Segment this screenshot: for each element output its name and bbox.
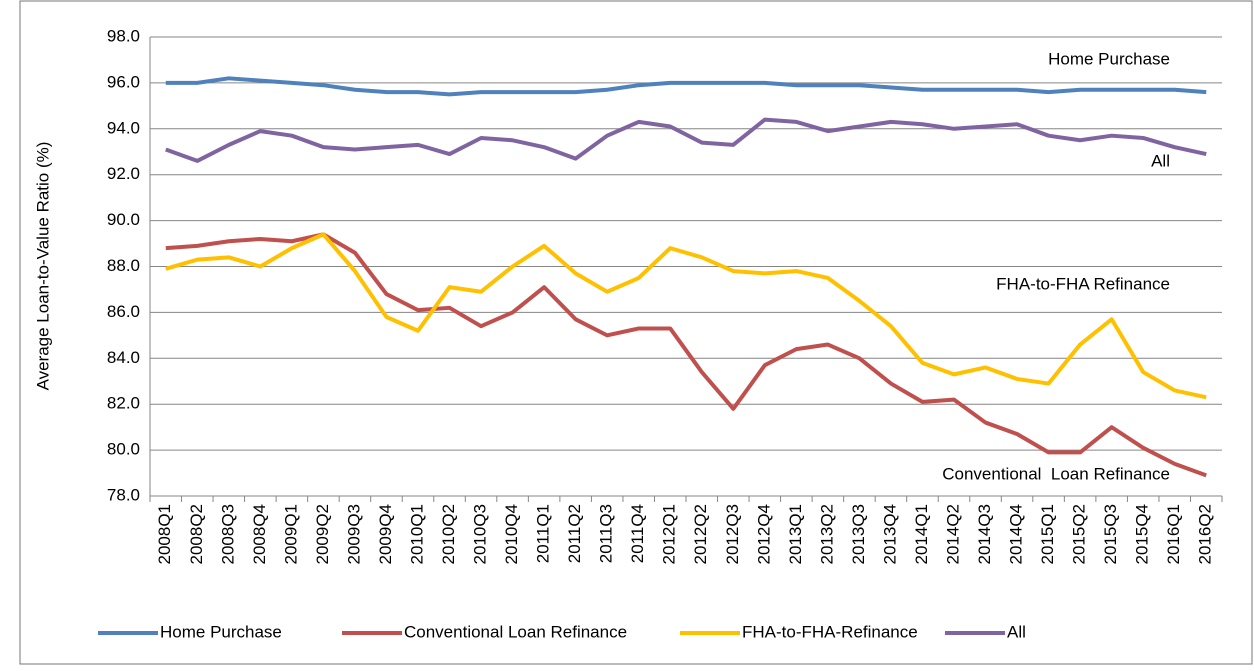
y-tick-label: 84.0 bbox=[107, 348, 140, 367]
x-tick-label: 2008Q1 bbox=[155, 504, 174, 565]
x-tick-label: 2009Q2 bbox=[313, 504, 332, 565]
x-tick-label: 2012Q1 bbox=[660, 504, 679, 565]
x-tick-label: 2012Q4 bbox=[754, 504, 773, 565]
series-line bbox=[165, 232, 1207, 400]
annotation: Conventional Loan Refinance bbox=[942, 464, 1170, 483]
series-line bbox=[165, 232, 1207, 478]
x-tick-label: 2010Q3 bbox=[471, 504, 490, 565]
x-tick-label: 2008Q4 bbox=[250, 504, 269, 565]
x-tick-label: 2009Q4 bbox=[376, 504, 395, 565]
x-tick-label: 2016Q2 bbox=[1196, 504, 1215, 565]
x-tick-label: 2012Q2 bbox=[691, 504, 710, 565]
x-tick-label: 2009Q3 bbox=[344, 504, 363, 565]
y-tick-label: 78.0 bbox=[107, 485, 140, 504]
annotation: FHA-to-FHA Refinance bbox=[996, 274, 1170, 293]
annotation: All bbox=[1151, 151, 1170, 170]
legend-label: Home Purchase bbox=[160, 622, 282, 641]
series-line bbox=[165, 117, 1207, 163]
y-tick-label: 98.0 bbox=[107, 26, 140, 45]
legend-label: FHA-to-FHA-Refinance bbox=[742, 622, 918, 641]
x-tick-label: 2013Q3 bbox=[849, 504, 868, 565]
x-tick-label: 2013Q1 bbox=[786, 504, 805, 565]
y-tick-label: 86.0 bbox=[107, 302, 140, 321]
y-axis-label: Average Loan-to-Value Ratio (%) bbox=[33, 142, 52, 391]
x-tick-label: 2010Q4 bbox=[502, 504, 521, 565]
annotation: Home Purchase bbox=[1048, 49, 1170, 68]
x-tick-label: 2013Q2 bbox=[817, 504, 836, 565]
y-tick-label: 82.0 bbox=[107, 394, 140, 413]
x-tick-label: 2012Q3 bbox=[723, 504, 742, 565]
legend-label: All bbox=[1007, 622, 1026, 641]
x-tick-label: 2008Q2 bbox=[187, 504, 206, 565]
x-tick-label: 2010Q1 bbox=[407, 504, 426, 565]
x-tick-label: 2014Q1 bbox=[912, 504, 931, 565]
x-tick-label: 2008Q3 bbox=[218, 504, 237, 565]
y-tick-label: 90.0 bbox=[107, 210, 140, 229]
x-tick-label: 2016Q1 bbox=[1164, 504, 1183, 565]
x-tick-label: 2011Q3 bbox=[597, 504, 616, 563]
x-tick-label: 2015Q3 bbox=[1101, 504, 1120, 565]
x-tick-label: 2009Q1 bbox=[281, 504, 300, 565]
y-tick-label: 92.0 bbox=[107, 164, 140, 183]
y-tick-label: 88.0 bbox=[107, 256, 140, 275]
x-tick-label: 2014Q4 bbox=[1007, 504, 1026, 565]
legend-label: Conventional Loan Refinance bbox=[404, 622, 627, 641]
series-line bbox=[165, 76, 1207, 97]
x-tick-label: 2011Q2 bbox=[565, 504, 584, 563]
y-tick-label: 96.0 bbox=[107, 72, 140, 91]
x-tick-label: 2014Q3 bbox=[975, 504, 994, 565]
x-tick-label: 2011Q1 bbox=[534, 504, 553, 563]
x-tick-label: 2015Q1 bbox=[1038, 504, 1057, 565]
x-tick-label: 2011Q4 bbox=[628, 504, 647, 563]
x-tick-label: 2013Q4 bbox=[880, 504, 899, 565]
chart-border bbox=[19, 0, 1253, 665]
x-tick-label: 2015Q2 bbox=[1070, 504, 1089, 565]
y-tick-label: 80.0 bbox=[107, 440, 140, 459]
x-tick-label: 2014Q2 bbox=[943, 504, 962, 565]
y-tick-label: 94.0 bbox=[107, 118, 140, 137]
x-tick-label: 2010Q2 bbox=[439, 504, 458, 565]
x-tick-label: 2015Q4 bbox=[1133, 504, 1152, 565]
